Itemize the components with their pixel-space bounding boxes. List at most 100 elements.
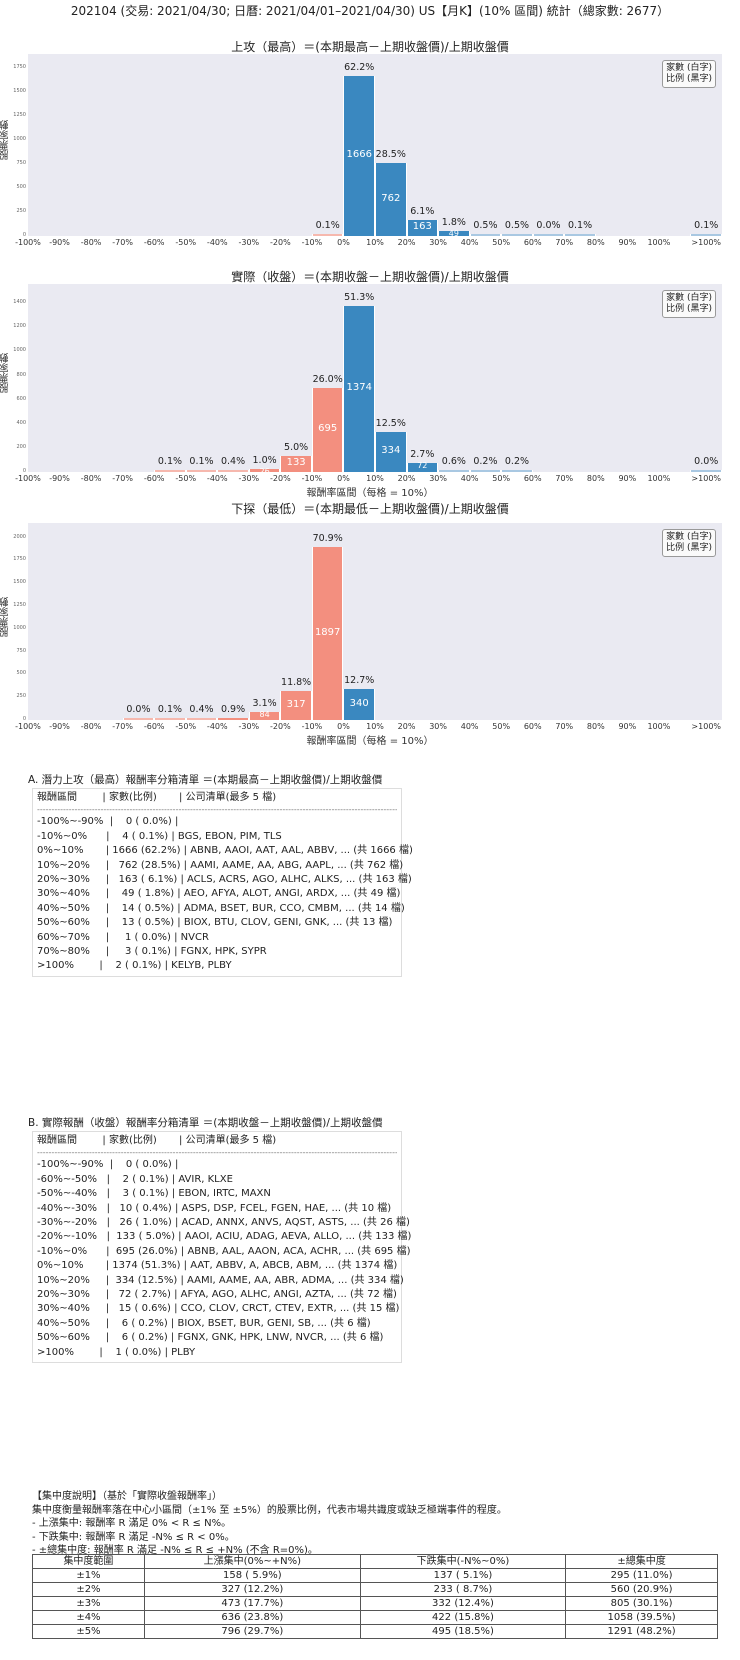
chart-title: 下探（最低）＝(本期最低－上期收盤價)/上期收盤價 — [231, 502, 509, 516]
bar-percent-label: 12.7% — [344, 674, 375, 686]
list-item: 60%~70% | 1 ( 0.0%) | NVCR — [37, 931, 209, 943]
x-tick: 100% — [647, 238, 671, 247]
table-cell: 158 ( 5.9%) — [143, 1568, 361, 1583]
chart-high: 上攻（最高）＝(本期最高－上期收盤價)/上期收盤價 家數 (白字) 比例 (黑字)… — [0, 38, 740, 270]
y-tick: 0 — [22, 716, 26, 722]
list-item: -100%~-90% | 0 ( 0.0%) | — [37, 1159, 179, 1171]
bar-percent-label: 0.0% — [536, 220, 561, 231]
concentration-bullet: - ±總集中度: 報酬率 R 滿足 -N% ≤ R ≤ +N% (不含 R=0%… — [32, 1545, 318, 1556]
histogram-bar: 133 — [280, 455, 312, 472]
column-header: 集中度範圍 — [32, 1554, 145, 1569]
bar-percent-label: 0.1% — [157, 704, 183, 715]
table-cell: 422 (15.8%) — [359, 1610, 567, 1625]
y-tick: 1200 — [13, 323, 26, 330]
y-tick: 1750 — [13, 64, 26, 71]
histogram-bar — [438, 470, 470, 472]
bar-count-label: 133 — [286, 456, 306, 468]
x-tick: -70% — [112, 238, 133, 247]
list-item: -100%~-90% | 0 ( 0.0%) | — [37, 816, 179, 828]
list-item: 40%~50% | 14 ( 0.5%) | ADMA, BSET, BUR, … — [37, 902, 405, 914]
x-tick: -20% — [270, 722, 291, 731]
histogram-bar — [122, 718, 155, 720]
table-cell: ±5% — [32, 1624, 145, 1639]
bar-percent-label: 62.2% — [344, 62, 375, 74]
bar-count-label: 334 — [381, 444, 401, 456]
x-tick: 20% — [397, 474, 416, 483]
x-tick: 10% — [366, 474, 384, 483]
list-item: -30%~-20% | 26 ( 1.0%) | ACAD, ANNX, ANV… — [37, 1217, 410, 1229]
bar-percent-label: 0.0% — [126, 704, 151, 715]
plot-area: 家數 (白字) 比例 (黑字) 0.1% 0.1% 0.4% 26 1.0% 133 5.0% 6… — [28, 284, 722, 476]
column-header: 下跌集中(-N%~0%) — [359, 1554, 567, 1569]
y-tick: 1500 — [13, 88, 26, 95]
histogram-bar: 1666 — [343, 76, 375, 236]
x-tick: -50% — [175, 474, 197, 483]
table-cell: 137 ( 5.1%) — [359, 1568, 567, 1583]
x-tick: -10% — [301, 238, 323, 247]
table-cell: 1291 (48.2%) — [565, 1624, 718, 1639]
histogram-bar — [564, 234, 596, 236]
x-tick: -70% — [112, 722, 133, 731]
y-tick: 400 — [16, 419, 26, 426]
x-tick: 90% — [618, 722, 637, 731]
histogram-bar — [311, 234, 344, 236]
x-tick: -30% — [238, 722, 260, 731]
x-tick: 10% — [366, 238, 384, 247]
bar-percent-label: 0.0% — [694, 456, 719, 467]
x-tick: -100% — [15, 474, 41, 483]
bar-percent-label: 12.5% — [375, 417, 406, 429]
x-tick: -10% — [301, 722, 323, 731]
list-item: 20%~30% | 163 ( 6.1%) | ACLS, ACRS, AGO,… — [37, 874, 412, 886]
histogram-bar — [217, 717, 249, 720]
histogram-bar — [185, 470, 218, 472]
bar-percent-label: 0.4% — [189, 704, 214, 715]
x-tick: -50% — [175, 238, 197, 247]
list-item: 50%~60% | 13 ( 0.5%) | BIOX, BTU, CLOV, … — [37, 917, 393, 929]
y-tick: 0 — [22, 232, 26, 238]
x-tick: 40% — [460, 474, 479, 483]
y-tick: 1000 — [13, 347, 26, 354]
histogram-bar — [469, 470, 502, 472]
bar-percent-label: 0.1% — [694, 220, 719, 231]
x-tick: 80% — [586, 722, 605, 731]
y-tick: 1750 — [13, 556, 26, 563]
x-tick: 40% — [460, 238, 479, 247]
list-item: 40%~50% | 6 ( 0.2%) | BIOX, BSET, BUR, G… — [37, 1317, 371, 1329]
bar-percent-label: 0.5% — [473, 220, 498, 231]
table-cell: 327 (12.2%) — [143, 1582, 361, 1597]
x-tick: 70% — [555, 474, 574, 483]
histogram-bar — [217, 470, 249, 472]
x-tick: -20% — [270, 474, 291, 483]
list-b-box: 報酬區間 | 家數(比例) | 公司清單(最多 5 檔) -----------… — [32, 1131, 412, 1364]
x-tick: 10% — [366, 722, 384, 731]
x-tick: -30% — [238, 238, 260, 247]
histogram-bar — [690, 470, 722, 472]
list-rows: -100%~-90% | 0 ( 0.0%) | -60%~-50% | 2 ( … — [37, 1158, 412, 1360]
x-tick: 60% — [523, 474, 542, 483]
x-tick: 90% — [618, 474, 637, 483]
bar-percent-label: 28.5% — [375, 149, 406, 160]
concentration-description: 集中度衡量報酬率落在中心小區間（±1% 至 ±5%）的股票比例，代表市場共識度或… — [32, 1504, 507, 1516]
bar-percent-label: 11.8% — [281, 677, 312, 689]
legend: 家數 (白字) 比例 (黑字) — [662, 529, 716, 557]
x-tick: 30% — [429, 474, 447, 483]
x-tick: >100% — [691, 474, 722, 483]
bar-percent-label: 0.1% — [189, 456, 214, 467]
plot-area: 家數 (白字) 比例 (黑字) 0.0% 0.1% 0.4% 0.9% 84 3.1% 317 1… — [28, 523, 722, 720]
y-tick: 1000 — [13, 624, 26, 631]
x-tick: -80% — [80, 722, 102, 731]
bar-count-label: 26 — [259, 466, 270, 476]
divider: ----------------------------------------… — [37, 1148, 397, 1158]
bar-percent-label: 0.5% — [504, 220, 530, 231]
legend: 家數 (白字) 比例 (黑字) — [662, 290, 716, 318]
list-rows: -100%~-90% | 0 ( 0.0%) | -10%~0% | 4 ( 0.… — [37, 815, 413, 973]
bar-percent-label: 0.1% — [315, 220, 340, 231]
x-tick: -90% — [49, 722, 70, 731]
x-tick: 80% — [586, 238, 605, 247]
list-item: 10%~20% | 762 (28.5%) | AAMI, AAME, AA, … — [37, 859, 404, 871]
table-cell: 560 (20.9%) — [565, 1582, 718, 1597]
x-tick: 30% — [429, 238, 447, 247]
list-item: -20%~-10% | 133 ( 5.0%) | AAOI, ACIU, AD… — [37, 1231, 412, 1243]
table-cell: ±4% — [32, 1610, 145, 1625]
histogram-bar — [501, 470, 533, 472]
